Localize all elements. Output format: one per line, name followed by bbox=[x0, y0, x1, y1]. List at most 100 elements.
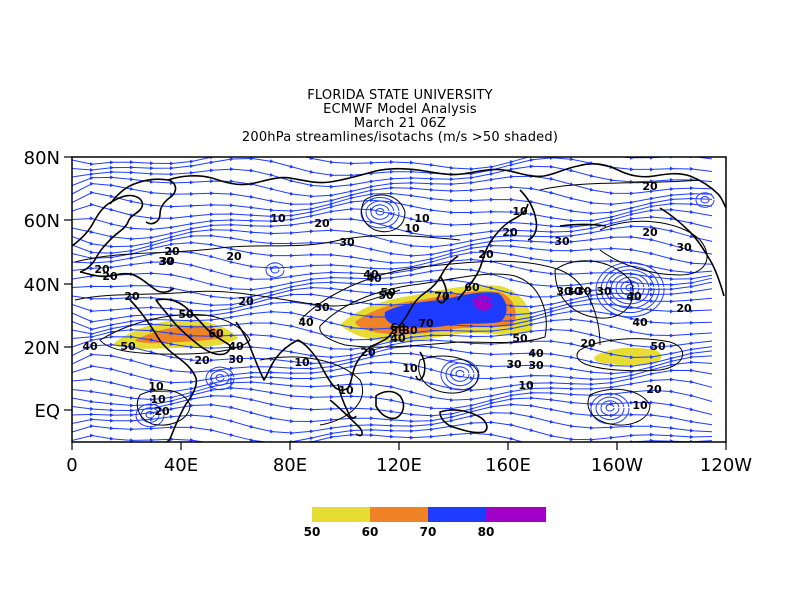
isotach-label: 30 bbox=[506, 358, 522, 371]
streamline bbox=[370, 204, 390, 220]
streamline bbox=[72, 190, 713, 216]
streamline bbox=[205, 366, 235, 391]
streamline bbox=[375, 208, 385, 216]
isotach-label: 50 bbox=[380, 286, 396, 299]
streamline bbox=[135, 403, 165, 428]
coastline-aleutians bbox=[559, 223, 607, 227]
y-tick-label: 20N bbox=[24, 338, 60, 359]
isotach-label: 20 bbox=[642, 180, 658, 193]
isotach-label: 20 bbox=[226, 250, 242, 263]
isotach-label: 20 bbox=[102, 270, 118, 283]
isotach-label: 40 bbox=[363, 268, 379, 281]
isotach-label: 40 bbox=[82, 340, 98, 353]
isotach-contour bbox=[319, 273, 547, 348]
coastline-sumatra bbox=[329, 399, 363, 437]
isotach-contour bbox=[361, 194, 406, 233]
isotach-label: 10 bbox=[414, 212, 430, 225]
colorbar-swatch-70 bbox=[428, 507, 486, 522]
coastline-korea bbox=[437, 275, 448, 304]
coastline-china bbox=[391, 255, 459, 333]
isotach-label: 30 bbox=[402, 324, 418, 337]
coastlines bbox=[72, 163, 726, 442]
axis-ticks bbox=[64, 156, 727, 450]
isotach-contour bbox=[99, 314, 251, 355]
y-tick-label: 60N bbox=[24, 211, 60, 232]
streamline bbox=[72, 431, 713, 442]
coastline-japan bbox=[457, 245, 489, 301]
isotach-contour bbox=[259, 356, 364, 426]
isotach-label: 30 bbox=[554, 235, 570, 248]
isotach-contour bbox=[587, 388, 651, 426]
isotach-label: 40 bbox=[528, 347, 544, 360]
isotach-labels: 10 20301010102030203020403030202030405060… bbox=[82, 180, 692, 418]
isotach-contour bbox=[418, 355, 479, 394]
coastline-alaska bbox=[577, 163, 726, 209]
isotach-label: 30 bbox=[158, 255, 174, 268]
isotach-label: 20 bbox=[580, 337, 596, 350]
isotach-label: 20 bbox=[502, 226, 518, 239]
isotach-label: 30 bbox=[566, 285, 582, 298]
isotach-label: 30 bbox=[596, 285, 612, 298]
isotach-label: 30 bbox=[228, 353, 244, 366]
y-tick-label: EQ bbox=[34, 401, 60, 422]
isotach-contour bbox=[554, 260, 634, 319]
isotach-label: 20 bbox=[642, 226, 658, 239]
isotach-label: 40 bbox=[626, 290, 642, 303]
x-tick-label: 120W bbox=[700, 455, 752, 476]
colorbar: 50 60 70 80 bbox=[304, 507, 546, 539]
isotach-label: 20 bbox=[646, 383, 662, 396]
x-tick-label: 160E bbox=[485, 455, 531, 476]
streamline bbox=[72, 157, 713, 172]
isotach-label: 30 bbox=[390, 324, 406, 337]
isotach-contour bbox=[539, 179, 701, 191]
title-field: 200hPa streamlines/isotachs (m/s >50 sha… bbox=[241, 130, 559, 145]
isotach-label: 10 bbox=[632, 399, 648, 412]
x-tick-label: 160W bbox=[591, 455, 643, 476]
streamline bbox=[600, 265, 660, 314]
y-tick-label: 40N bbox=[24, 275, 60, 296]
isotach-label: 20 bbox=[194, 354, 210, 367]
coastline-malay bbox=[337, 383, 357, 419]
x-tick-label: 0 bbox=[66, 455, 77, 476]
streamline bbox=[600, 400, 620, 416]
streamline bbox=[265, 262, 285, 278]
streamline bbox=[700, 196, 710, 204]
isotach-contour bbox=[74, 234, 461, 263]
isotach-label: 70 bbox=[434, 290, 450, 303]
streamline bbox=[615, 276, 645, 301]
isotach-label: 10 bbox=[512, 205, 528, 218]
streamline bbox=[360, 197, 400, 229]
isotach-contour bbox=[599, 220, 708, 276]
coastline-india bbox=[235, 321, 299, 381]
isotach-label: 10 bbox=[270, 212, 286, 225]
colorbar-label: 70 bbox=[420, 525, 437, 539]
coastline-philippines bbox=[415, 351, 426, 381]
isotach-label: 20 bbox=[238, 295, 254, 308]
isotach-label: 10 bbox=[518, 379, 534, 392]
isotach-label: 30 bbox=[339, 236, 355, 249]
isotach-label: 50 bbox=[178, 308, 194, 321]
isotach-label: 30 bbox=[528, 359, 544, 372]
streamline bbox=[72, 157, 713, 178]
isotach-label: 50 bbox=[512, 332, 528, 345]
isotach-label: 50 bbox=[650, 340, 666, 353]
isotach-label: 20 bbox=[478, 248, 494, 261]
isotach-label: 20 bbox=[164, 245, 180, 258]
streamline bbox=[215, 374, 225, 382]
coastline-se-asia bbox=[297, 331, 393, 391]
title-model: ECMWF Model Analysis bbox=[323, 102, 477, 117]
isotach-contour bbox=[576, 338, 684, 372]
isotach-contour bbox=[299, 260, 601, 346]
streamline bbox=[145, 411, 155, 419]
isotach-contours bbox=[74, 179, 708, 426]
streamline bbox=[210, 370, 230, 386]
colorbar-swatch-80 bbox=[486, 507, 546, 522]
isotach-label: 70 bbox=[418, 317, 434, 330]
coastline-kamchatka bbox=[519, 189, 538, 241]
coastline-africa-east bbox=[129, 299, 198, 442]
isotach-label: 20 bbox=[360, 346, 376, 359]
colorbar-swatch-50 bbox=[312, 507, 370, 522]
isotach-label: 10 bbox=[402, 362, 418, 375]
streamline bbox=[590, 393, 630, 425]
